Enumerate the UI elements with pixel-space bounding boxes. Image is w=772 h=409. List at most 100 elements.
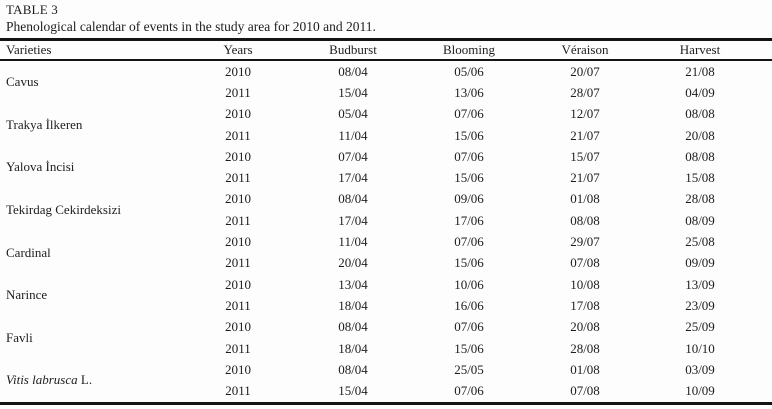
variety-name: Tekirdag Cekirdeksizi: [6, 202, 121, 218]
harvest-cell: 08/08: [685, 148, 715, 164]
year-cell: 2011: [225, 340, 251, 356]
harvest-cell: 25/08: [685, 234, 715, 250]
variety-cell: Yalova İncisi: [0, 146, 182, 189]
veraison-cell: 12/07: [570, 106, 600, 122]
veraison-cell: 21/07: [570, 127, 600, 143]
veraison-cell: 07/08: [570, 255, 600, 271]
veraison-cell: 21/07: [570, 170, 600, 186]
veraison-cell: 28/07: [570, 84, 600, 100]
table-row: Yalova İncisi 2010 07/04 07/06 15/07 08/08: [0, 146, 772, 175]
harvest-cell: 08/09: [685, 212, 715, 228]
variety-name: Cardinal: [6, 244, 51, 260]
budburst-cell: 07/04: [338, 148, 368, 164]
harvest-cell: 09/09: [685, 255, 715, 271]
variety-cell: Cardinal: [0, 231, 182, 274]
blooming-cell: 07/06: [454, 319, 484, 335]
budburst-cell: 13/04: [338, 276, 368, 292]
blooming-cell: 15/06: [454, 255, 484, 271]
blooming-cell: 17/06: [454, 212, 484, 228]
budburst-cell: 05/04: [338, 106, 368, 122]
table-row: 2011 15/04 13/06 28/07 04/09: [0, 82, 772, 103]
veraison-cell: 20/08: [570, 319, 600, 335]
variety-name: Vitis labrusca: [6, 372, 78, 388]
veraison-cell: 07/08: [570, 383, 600, 399]
blooming-cell: 10/06: [454, 276, 484, 292]
table-header: Varieties Years Budburst Blooming Vérais…: [0, 40, 772, 60]
veraison-cell: 17/08: [570, 297, 600, 313]
variety-name: Favli: [6, 329, 33, 345]
veraison-cell: 29/07: [570, 234, 600, 250]
table-row: 2011 17/04 17/06 08/08 08/09: [0, 210, 772, 231]
variety-name: Trakya İlkeren: [6, 116, 83, 132]
veraison-cell: 01/08: [570, 361, 600, 377]
table-row: 2011 18/04 15/06 28/08 10/10: [0, 338, 772, 359]
veraison-cell: 08/08: [570, 212, 600, 228]
year-cell: 2011: [225, 127, 251, 143]
budburst-cell: 18/04: [338, 340, 368, 356]
phenology-table: Varieties Years Budburst Blooming Vérais…: [0, 38, 772, 405]
budburst-cell: 08/04: [338, 319, 368, 335]
blooming-cell: 07/06: [454, 383, 484, 399]
column-header-blooming: Blooming: [442, 42, 495, 57]
column-header-harvest: Harvest: [679, 42, 721, 57]
year-cell: 2011: [225, 383, 251, 399]
table-row: 2011 11/04 15/06 21/07 20/08: [0, 125, 772, 146]
year-cell: 2010: [225, 191, 251, 207]
blooming-cell: 15/06: [454, 127, 484, 143]
table-caption: Phenological calendar of events in the s…: [6, 19, 376, 34]
blooming-cell: 05/06: [454, 63, 484, 79]
budburst-cell: 15/04: [338, 84, 368, 100]
year-cell: 2010: [225, 276, 251, 292]
table-body: Cavus 2010 08/04 05/06 20/07 21/08 2011 15/04 13…: [0, 60, 772, 403]
budburst-cell: 11/04: [338, 127, 368, 143]
column-header-varieties: Varieties: [6, 42, 52, 57]
year-cell: 2010: [225, 234, 251, 250]
table-row: 2011 18/04 16/06 17/08 23/09: [0, 295, 772, 316]
harvest-cell: 15/08: [685, 170, 715, 186]
harvest-cell: 13/09: [685, 276, 715, 292]
year-cell: 2010: [225, 361, 251, 377]
variety-cell: Tekirdag Cekirdeksizi: [0, 189, 182, 232]
column-header-years: Years: [223, 42, 253, 57]
veraison-cell: 01/08: [570, 191, 600, 207]
budburst-cell: 08/04: [338, 63, 368, 79]
budburst-cell: 18/04: [338, 297, 368, 313]
veraison-cell: 10/08: [570, 276, 600, 292]
year-cell: 2011: [225, 255, 251, 271]
blooming-cell: 15/06: [454, 340, 484, 356]
table-row: 2011 20/04 15/06 07/08 09/09: [0, 253, 772, 274]
table-row: Cardinal 2010 11/04 07/06 29/07 25/08: [0, 231, 772, 260]
harvest-cell: 03/09: [685, 361, 715, 377]
harvest-cell: 04/09: [685, 84, 715, 100]
variety-cell: Vitis labrusca L.: [0, 359, 182, 403]
year-cell: 2011: [225, 84, 251, 100]
table-row: Tekirdag Cekirdeksizi 2010 08/04 09/06 01/08…: [0, 189, 772, 217]
year-cell: 2010: [225, 63, 251, 79]
harvest-cell: 23/09: [685, 297, 715, 313]
blooming-cell: 16/06: [454, 297, 484, 313]
blooming-cell: 07/06: [454, 106, 484, 122]
year-cell: 2010: [225, 148, 251, 164]
year-cell: 2011: [225, 212, 251, 228]
budburst-cell: 08/04: [338, 361, 368, 377]
variety-name: Narince: [6, 287, 48, 303]
variety-suffix: L.: [77, 372, 93, 388]
variety-cell: Favli: [0, 317, 182, 360]
blooming-cell: 07/06: [454, 148, 484, 164]
budburst-cell: 20/04: [338, 255, 368, 271]
harvest-cell: 10/09: [685, 383, 715, 399]
harvest-cell: 28/08: [685, 191, 715, 207]
variety-cell: Narince: [0, 274, 182, 317]
table-row: Favli 2010 08/04 07/06 20/08 25/09: [0, 317, 772, 345]
harvest-cell: 25/09: [685, 319, 715, 335]
blooming-cell: 25/05: [454, 361, 484, 377]
variety-cell: Cavus: [0, 60, 182, 104]
variety-name: Cavus: [6, 74, 39, 90]
blooming-cell: 15/06: [454, 170, 484, 186]
blooming-cell: 09/06: [454, 191, 484, 207]
table-row: 2011 17/04 15/06 21/07 15/08: [0, 167, 772, 188]
veraison-cell: 15/07: [570, 148, 600, 164]
harvest-cell: 08/08: [685, 106, 715, 122]
budburst-cell: 17/04: [338, 212, 368, 228]
